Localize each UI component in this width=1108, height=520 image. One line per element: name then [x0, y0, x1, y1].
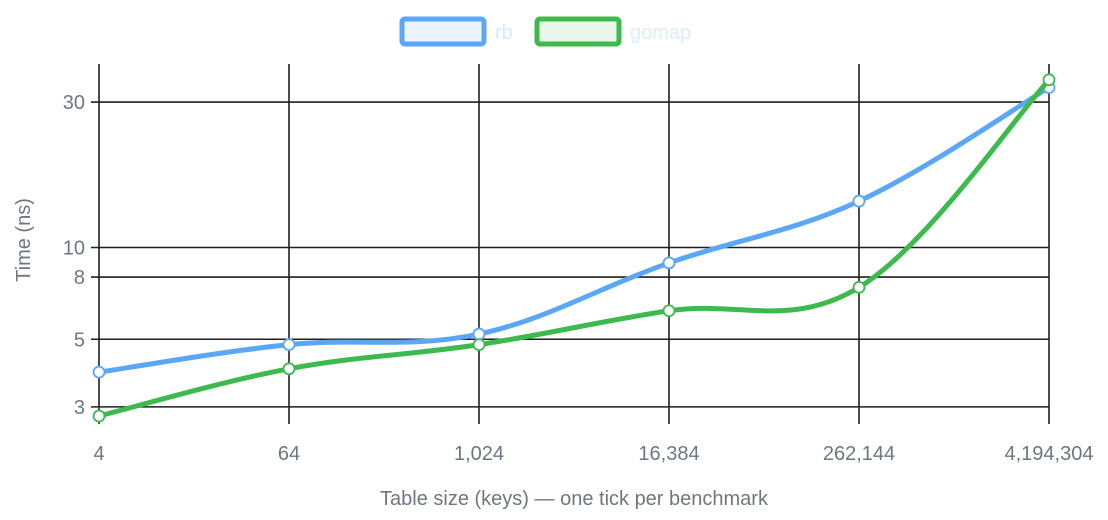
legend-label-gomap: gomap — [630, 22, 691, 44]
y-tick-label: 10 — [63, 238, 85, 260]
y-tick-label: 3 — [74, 397, 85, 419]
data-point-rb — [662, 256, 676, 270]
y-axis-ticks: 3 5 8 10 30 — [63, 92, 85, 419]
legend-swatch-gomap — [534, 16, 622, 47]
legend-swatch-rb — [399, 16, 487, 47]
x-tick-label: 1,024 — [454, 443, 504, 465]
data-point-gomap — [852, 280, 866, 294]
series-gomap — [92, 73, 1056, 423]
data-point-rb — [852, 194, 866, 208]
data-point-gomap — [472, 338, 486, 352]
x-axis-title: Table size (keys) — one tick per benchma… — [380, 488, 769, 510]
series-line-rb — [96, 84, 1052, 375]
data-point-rb — [472, 327, 486, 341]
x-tick-label: 4,194,304 — [1005, 443, 1094, 465]
data-point-rb — [92, 365, 106, 379]
y-tick-label: 30 — [63, 92, 85, 114]
series-layer — [92, 73, 1056, 423]
x-tick-label: 4 — [93, 443, 104, 465]
data-point-gomap — [1042, 73, 1056, 87]
x-tick-label: 262,144 — [823, 443, 895, 465]
series-rb — [92, 81, 1056, 379]
y-tick-label: 5 — [74, 329, 85, 351]
x-tick-label: 64 — [278, 443, 300, 465]
legend: rb gomap — [399, 16, 691, 47]
data-point-gomap — [92, 409, 106, 423]
series-line-gomap — [96, 77, 1052, 419]
y-axis-title: Time (ns) — [13, 198, 35, 282]
data-point-gomap — [282, 362, 296, 376]
x-tick-label: 16,384 — [638, 443, 699, 465]
grid — [91, 64, 1050, 424]
legend-label-rb: rb — [495, 22, 513, 44]
data-point-gomap — [662, 304, 676, 318]
data-point-rb — [282, 338, 296, 352]
x-axis-ticks: 4 64 1,024 16,384 262,144 4,194,304 — [93, 443, 1093, 465]
y-tick-label: 8 — [74, 267, 85, 289]
